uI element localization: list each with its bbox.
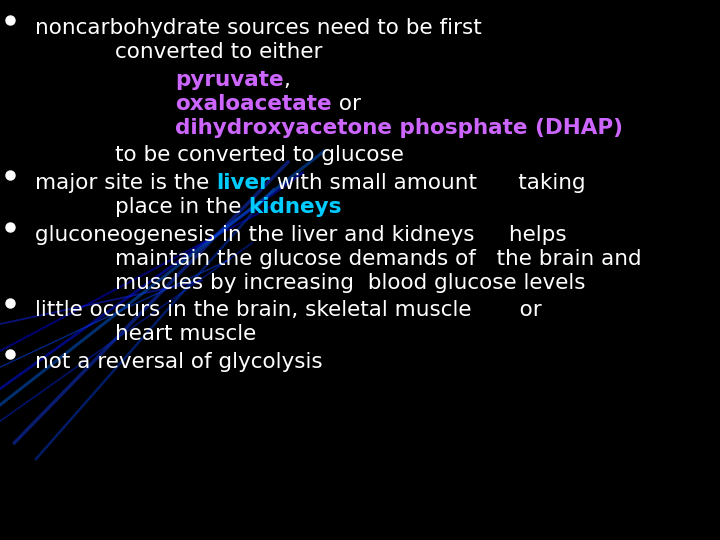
Text: oxaloacetate: oxaloacetate <box>175 93 332 114</box>
Text: not a reversal of glycolysis: not a reversal of glycolysis <box>35 352 323 372</box>
Text: muscles by increasing  blood glucose levels: muscles by increasing blood glucose leve… <box>115 273 585 293</box>
Text: place in the: place in the <box>115 197 248 217</box>
Text: or: or <box>332 93 361 114</box>
Text: noncarbohydrate sources need to be first: noncarbohydrate sources need to be first <box>35 18 482 38</box>
Text: ,: , <box>284 70 290 90</box>
Text: to be converted to glucose: to be converted to glucose <box>115 145 404 165</box>
Text: maintain the glucose demands of   the brain and: maintain the glucose demands of the brai… <box>115 248 642 268</box>
Text: converted to either: converted to either <box>115 42 323 62</box>
Text: dihydroxyacetone phosphate (DHAP): dihydroxyacetone phosphate (DHAP) <box>175 118 623 138</box>
Text: little occurs in the brain, skeletal muscle       or: little occurs in the brain, skeletal mus… <box>35 300 541 320</box>
Text: heart muscle: heart muscle <box>115 325 256 345</box>
Text: kidneys: kidneys <box>248 197 342 217</box>
Text: with small amount      taking: with small amount taking <box>270 173 585 193</box>
Text: liver: liver <box>216 173 270 193</box>
Text: major site is the: major site is the <box>35 173 216 193</box>
Text: gluconeogenesis in the liver and kidneys     helps: gluconeogenesis in the liver and kidneys… <box>35 225 567 245</box>
Text: pyruvate: pyruvate <box>175 70 284 90</box>
